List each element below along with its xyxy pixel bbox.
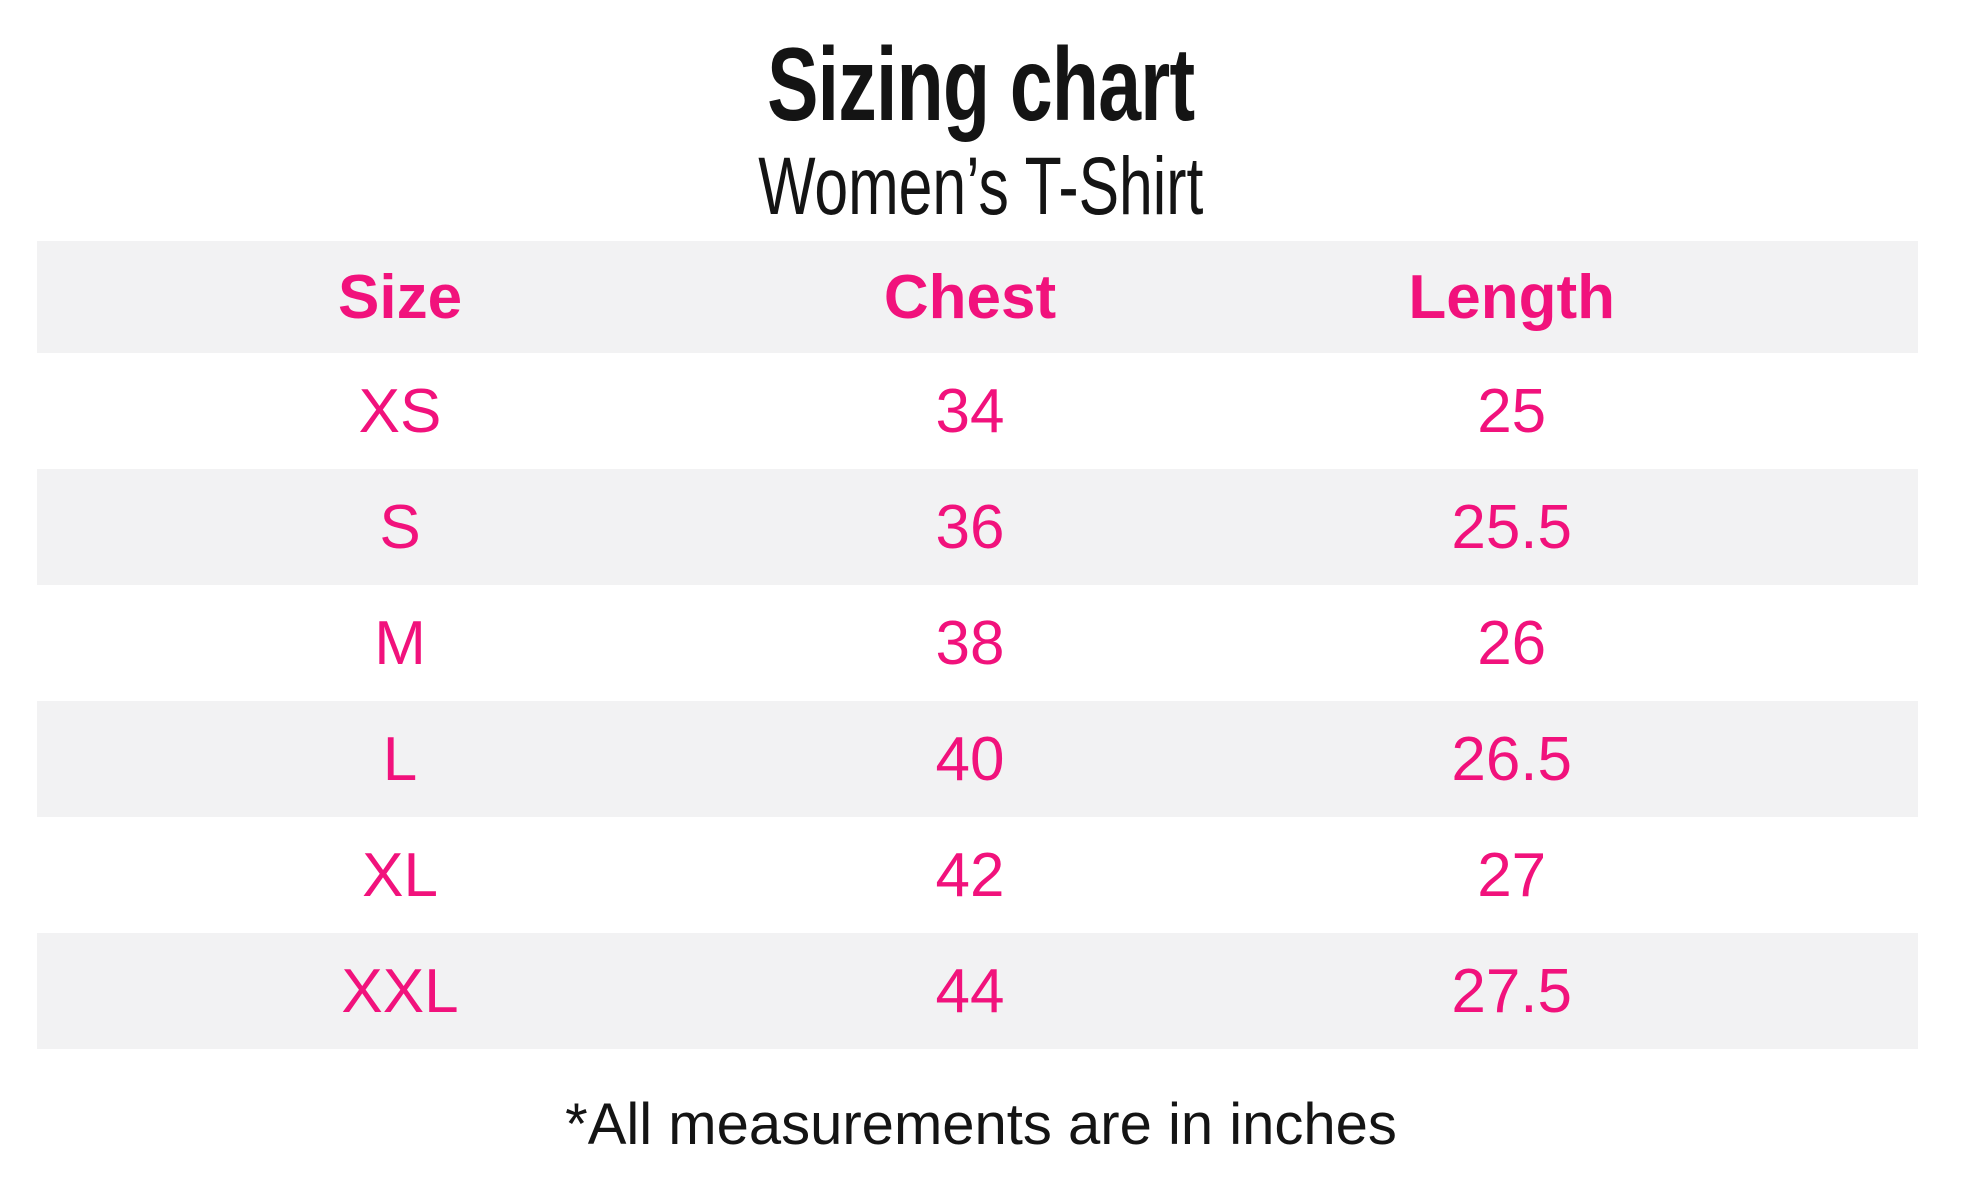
heading: Sizing chart Women’s T-Shirt	[0, 0, 1962, 234]
table-row: L 40 26.5	[37, 701, 1918, 817]
page-title: Sizing chart	[0, 0, 1962, 146]
chest-cell: 36	[935, 492, 1005, 562]
row-filler	[1847, 353, 1918, 469]
page-title-text: Sizing chart	[767, 27, 1195, 143]
chest-cell: 42	[935, 840, 1005, 910]
size-cell: L	[382, 724, 418, 794]
table-header-row: Size Chest Length	[37, 241, 1918, 353]
table-row: S 36 25.5	[37, 469, 1918, 585]
chest-cell: 38	[935, 608, 1005, 678]
chest-cell: 44	[935, 956, 1005, 1026]
row-filler	[1847, 701, 1918, 817]
column-header-length: Length	[1408, 262, 1615, 332]
size-cell: M	[374, 608, 426, 678]
table-row: XL 42 27	[37, 817, 1918, 933]
size-cell: XL	[362, 840, 438, 910]
length-cell: 27	[1477, 840, 1547, 910]
size-cell: XS	[358, 376, 442, 446]
table-row: XS 34 25	[37, 353, 1918, 469]
size-table: Size Chest Length XS 34 25 S 36 25.5 M 3…	[37, 241, 1918, 1049]
length-cell: 26	[1477, 608, 1547, 678]
table-row: M 38 26	[37, 585, 1918, 701]
size-cell: XXL	[341, 956, 459, 1026]
footnote: *All measurements are in inches	[565, 1092, 1397, 1157]
chest-cell: 40	[935, 724, 1005, 794]
length-cell: 26.5	[1451, 724, 1573, 794]
page-subtitle-text: Women’s T-Shirt	[758, 141, 1204, 232]
header-filler	[1847, 241, 1918, 353]
table-body: XS 34 25 S 36 25.5 M 38 26 L 40 26.5 XL …	[37, 353, 1918, 1049]
size-cell: S	[379, 492, 421, 562]
table-row: XXL 44 27.5	[37, 933, 1918, 1049]
page-subtitle: Women’s T-Shirt	[0, 146, 1962, 234]
row-filler	[1847, 817, 1918, 933]
row-filler	[1847, 469, 1918, 585]
length-cell: 25.5	[1451, 492, 1573, 562]
column-header-size: Size	[338, 262, 463, 332]
length-cell: 27.5	[1451, 956, 1573, 1026]
column-header-chest: Chest	[883, 262, 1057, 332]
chest-cell: 34	[935, 376, 1005, 446]
row-filler	[1847, 933, 1918, 1049]
length-cell: 25	[1477, 376, 1547, 446]
row-filler	[1847, 585, 1918, 701]
